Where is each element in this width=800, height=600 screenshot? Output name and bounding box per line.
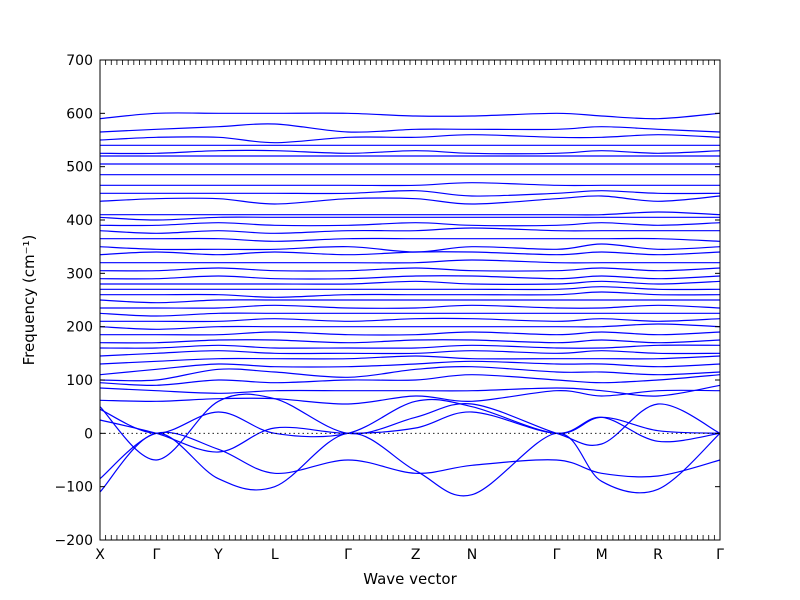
band-line-9 (99, 365, 721, 382)
band-line-25 (99, 267, 721, 272)
x-tick-label-Γ: Γ (152, 547, 160, 563)
band-line-5 (99, 393, 721, 461)
band-line-8 (99, 374, 721, 386)
band-line-19 (99, 304, 721, 309)
band-line-22 (100, 286, 721, 291)
band-line-43 (99, 123, 721, 133)
x-tick-label-Z: Z (411, 547, 421, 563)
band-line-6 (99, 389, 721, 405)
y-tick-label: 100 (66, 373, 93, 389)
band-line-21 (99, 291, 721, 298)
x-tick-label-M: M (596, 547, 608, 563)
x-tick-label-Y: Y (213, 547, 223, 563)
band-line-23 (100, 280, 721, 285)
y-tick-label: 200 (66, 320, 93, 336)
band-line-34 (99, 195, 721, 205)
band-line-2 (99, 431, 721, 480)
y-tick-label: 0 (84, 426, 93, 442)
x-axis-label: Wave vector (363, 570, 457, 588)
band-line-33 (100, 211, 721, 216)
band-lines (99, 112, 721, 497)
y-tick-label: 600 (66, 106, 93, 122)
band-line-15 (100, 331, 721, 336)
x-tick-label-X: X (95, 547, 105, 563)
x-tick-label-Γ: Γ (716, 547, 724, 563)
band-line-44 (99, 112, 721, 120)
band-line-16 (99, 323, 721, 330)
band-line-31 (99, 222, 721, 227)
band-line-12 (99, 350, 721, 357)
plot-frame (99, 59, 721, 541)
x-tick-label-L: L (271, 547, 279, 563)
band-line-24 (99, 275, 721, 280)
y-tick-label: 500 (66, 160, 93, 176)
band-line-40 (99, 149, 721, 155)
band-line-36 (100, 182, 720, 187)
band-line-7 (99, 384, 721, 397)
band-line-20 (99, 299, 720, 304)
band-line-3 (99, 411, 721, 453)
band-line-1 (99, 432, 721, 497)
band-line-18 (99, 312, 720, 317)
band-line-35 (100, 190, 721, 197)
band-line-11 (99, 355, 721, 365)
y-tick-label: 400 (66, 213, 93, 229)
y-ticks: −200 −100 0 100 200 300 400 500 600 700 (55, 53, 720, 549)
band-line-13 (99, 344, 721, 349)
x-tick-label-Γ: Γ (553, 547, 561, 563)
y-tick-label: −100 (55, 480, 93, 496)
y-tick-label: 700 (66, 53, 93, 69)
x-tick-label-R: R (653, 547, 663, 563)
y-tick-label: −200 (55, 533, 93, 549)
x-tick-label-N: N (467, 547, 477, 563)
band-line-42 (99, 134, 721, 144)
y-tick-label: 300 (66, 266, 93, 282)
band-line-30 (99, 227, 720, 234)
band-line-29 (99, 237, 721, 242)
band-line-10 (99, 360, 721, 376)
x-tick-label-Γ: Γ (344, 547, 352, 563)
band-line-17 (99, 317, 721, 323)
band-line-28 (99, 243, 721, 253)
y-axis-label: Frequency (cm⁻¹) (20, 235, 38, 366)
band-line-32 (99, 216, 720, 221)
band-line-26 (100, 259, 720, 264)
band-line-14 (99, 339, 721, 344)
